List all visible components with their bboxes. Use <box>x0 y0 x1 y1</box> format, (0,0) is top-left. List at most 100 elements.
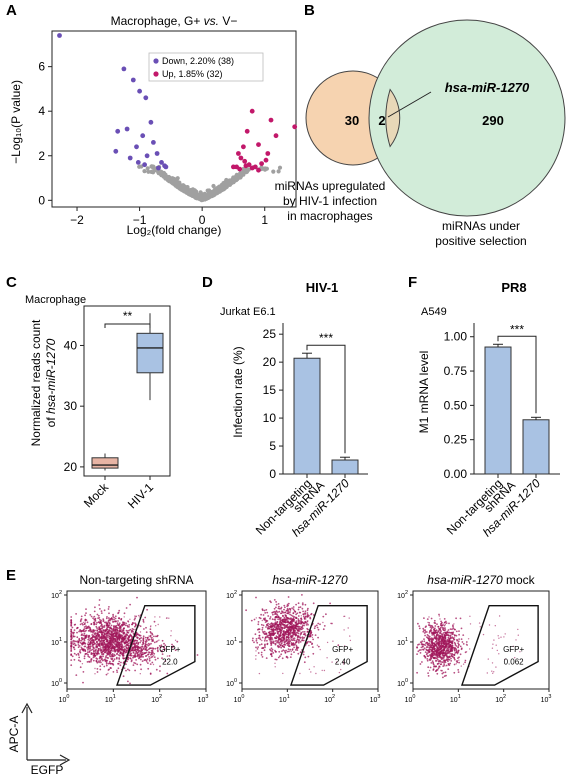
flow-event <box>447 668 450 670</box>
flow-event <box>444 641 447 644</box>
flow-event <box>159 646 162 648</box>
flow-event <box>450 637 452 640</box>
flow-event <box>493 671 495 673</box>
flow-event <box>349 635 351 637</box>
flow-event <box>442 632 445 634</box>
flow-ytick-label: 101 <box>226 637 237 647</box>
flow-event <box>437 635 440 638</box>
flow-event <box>87 646 90 649</box>
flow-event <box>331 622 333 625</box>
flow-event <box>432 668 435 671</box>
flow-event <box>297 619 300 622</box>
flow-event <box>272 634 274 637</box>
flow-event <box>431 632 433 634</box>
flow-event <box>148 657 151 660</box>
flow-event <box>289 609 292 611</box>
flow-event <box>295 613 297 616</box>
flow-event <box>278 634 280 637</box>
venn-left-caption-3: in macrophages <box>287 209 372 223</box>
flow-event <box>115 633 117 636</box>
flow-event <box>144 636 147 639</box>
flow-event <box>85 627 88 630</box>
flow-ytick-label: 101 <box>51 637 62 647</box>
flow-event <box>435 637 438 640</box>
flow-event <box>288 645 291 648</box>
flow-event <box>423 647 426 650</box>
flow-event <box>444 652 447 655</box>
flow-event <box>262 614 265 616</box>
flow-event <box>273 607 276 610</box>
flow-event <box>280 631 283 634</box>
flow-event <box>491 647 494 649</box>
flow-event <box>90 660 92 663</box>
flow-event <box>105 661 108 664</box>
flow-event <box>122 651 124 654</box>
flow-event <box>142 656 145 658</box>
flow-event <box>313 666 315 668</box>
flow-event <box>268 638 271 641</box>
flow-event <box>317 645 320 648</box>
flow-event <box>149 626 152 628</box>
flow-event <box>146 661 148 663</box>
flow-event <box>444 665 446 667</box>
flow-event <box>264 612 267 614</box>
flow-event <box>344 645 346 647</box>
flow-event <box>462 663 465 665</box>
flow-event <box>116 637 119 640</box>
flow-event <box>322 628 325 631</box>
flow-event <box>152 647 155 650</box>
flow-event <box>102 618 105 620</box>
flow-event <box>287 631 290 633</box>
flow-event <box>263 633 266 635</box>
flow-event <box>81 637 83 639</box>
flow-event <box>136 596 138 599</box>
flow-event <box>109 655 112 658</box>
flow-event <box>126 660 128 663</box>
flow-event <box>307 620 309 622</box>
flow-event <box>123 638 126 641</box>
flow-event <box>286 612 289 614</box>
flow-event <box>83 655 86 658</box>
volcano-ytick-label: 6 <box>38 60 45 74</box>
flow-event <box>440 663 443 665</box>
flow-event <box>73 648 76 651</box>
flow-event <box>460 627 463 630</box>
flow-event <box>517 628 519 631</box>
flow-event <box>265 657 268 659</box>
flow-event <box>460 647 463 650</box>
volcano-up-point <box>273 133 279 139</box>
flow-event <box>309 641 311 643</box>
flow-event <box>97 631 100 633</box>
flow-event <box>303 624 305 627</box>
flow-event <box>451 642 454 645</box>
flow-event <box>442 623 444 625</box>
volcano-ns-point <box>137 164 142 169</box>
flow-event <box>147 667 150 670</box>
flow-event <box>94 650 97 652</box>
flow-event <box>286 609 288 612</box>
flow-event <box>258 631 261 633</box>
flow-event <box>77 644 80 646</box>
flow-event <box>436 655 438 657</box>
flow-event <box>288 650 290 653</box>
legend-down-text: Down, 2.20% (38) <box>162 56 234 66</box>
flow-event <box>438 641 441 644</box>
flow-event <box>298 630 301 632</box>
flow-event <box>129 650 132 653</box>
flow-event <box>465 641 468 643</box>
flow-event <box>70 664 73 667</box>
flow-event <box>92 635 94 638</box>
flow-event <box>291 622 294 625</box>
flow-event <box>308 635 311 638</box>
flow-event <box>131 623 133 626</box>
flow-event <box>81 638 84 641</box>
bar-sig-label: *** <box>319 331 333 345</box>
flow-event <box>105 623 108 626</box>
volcano-down-point <box>144 153 150 159</box>
flow-event <box>283 650 286 652</box>
flow-event <box>290 625 293 628</box>
venn-left-count: 30 <box>345 113 359 128</box>
flow-event <box>443 675 446 677</box>
flow-event <box>83 639 86 642</box>
flow-event <box>91 652 94 655</box>
